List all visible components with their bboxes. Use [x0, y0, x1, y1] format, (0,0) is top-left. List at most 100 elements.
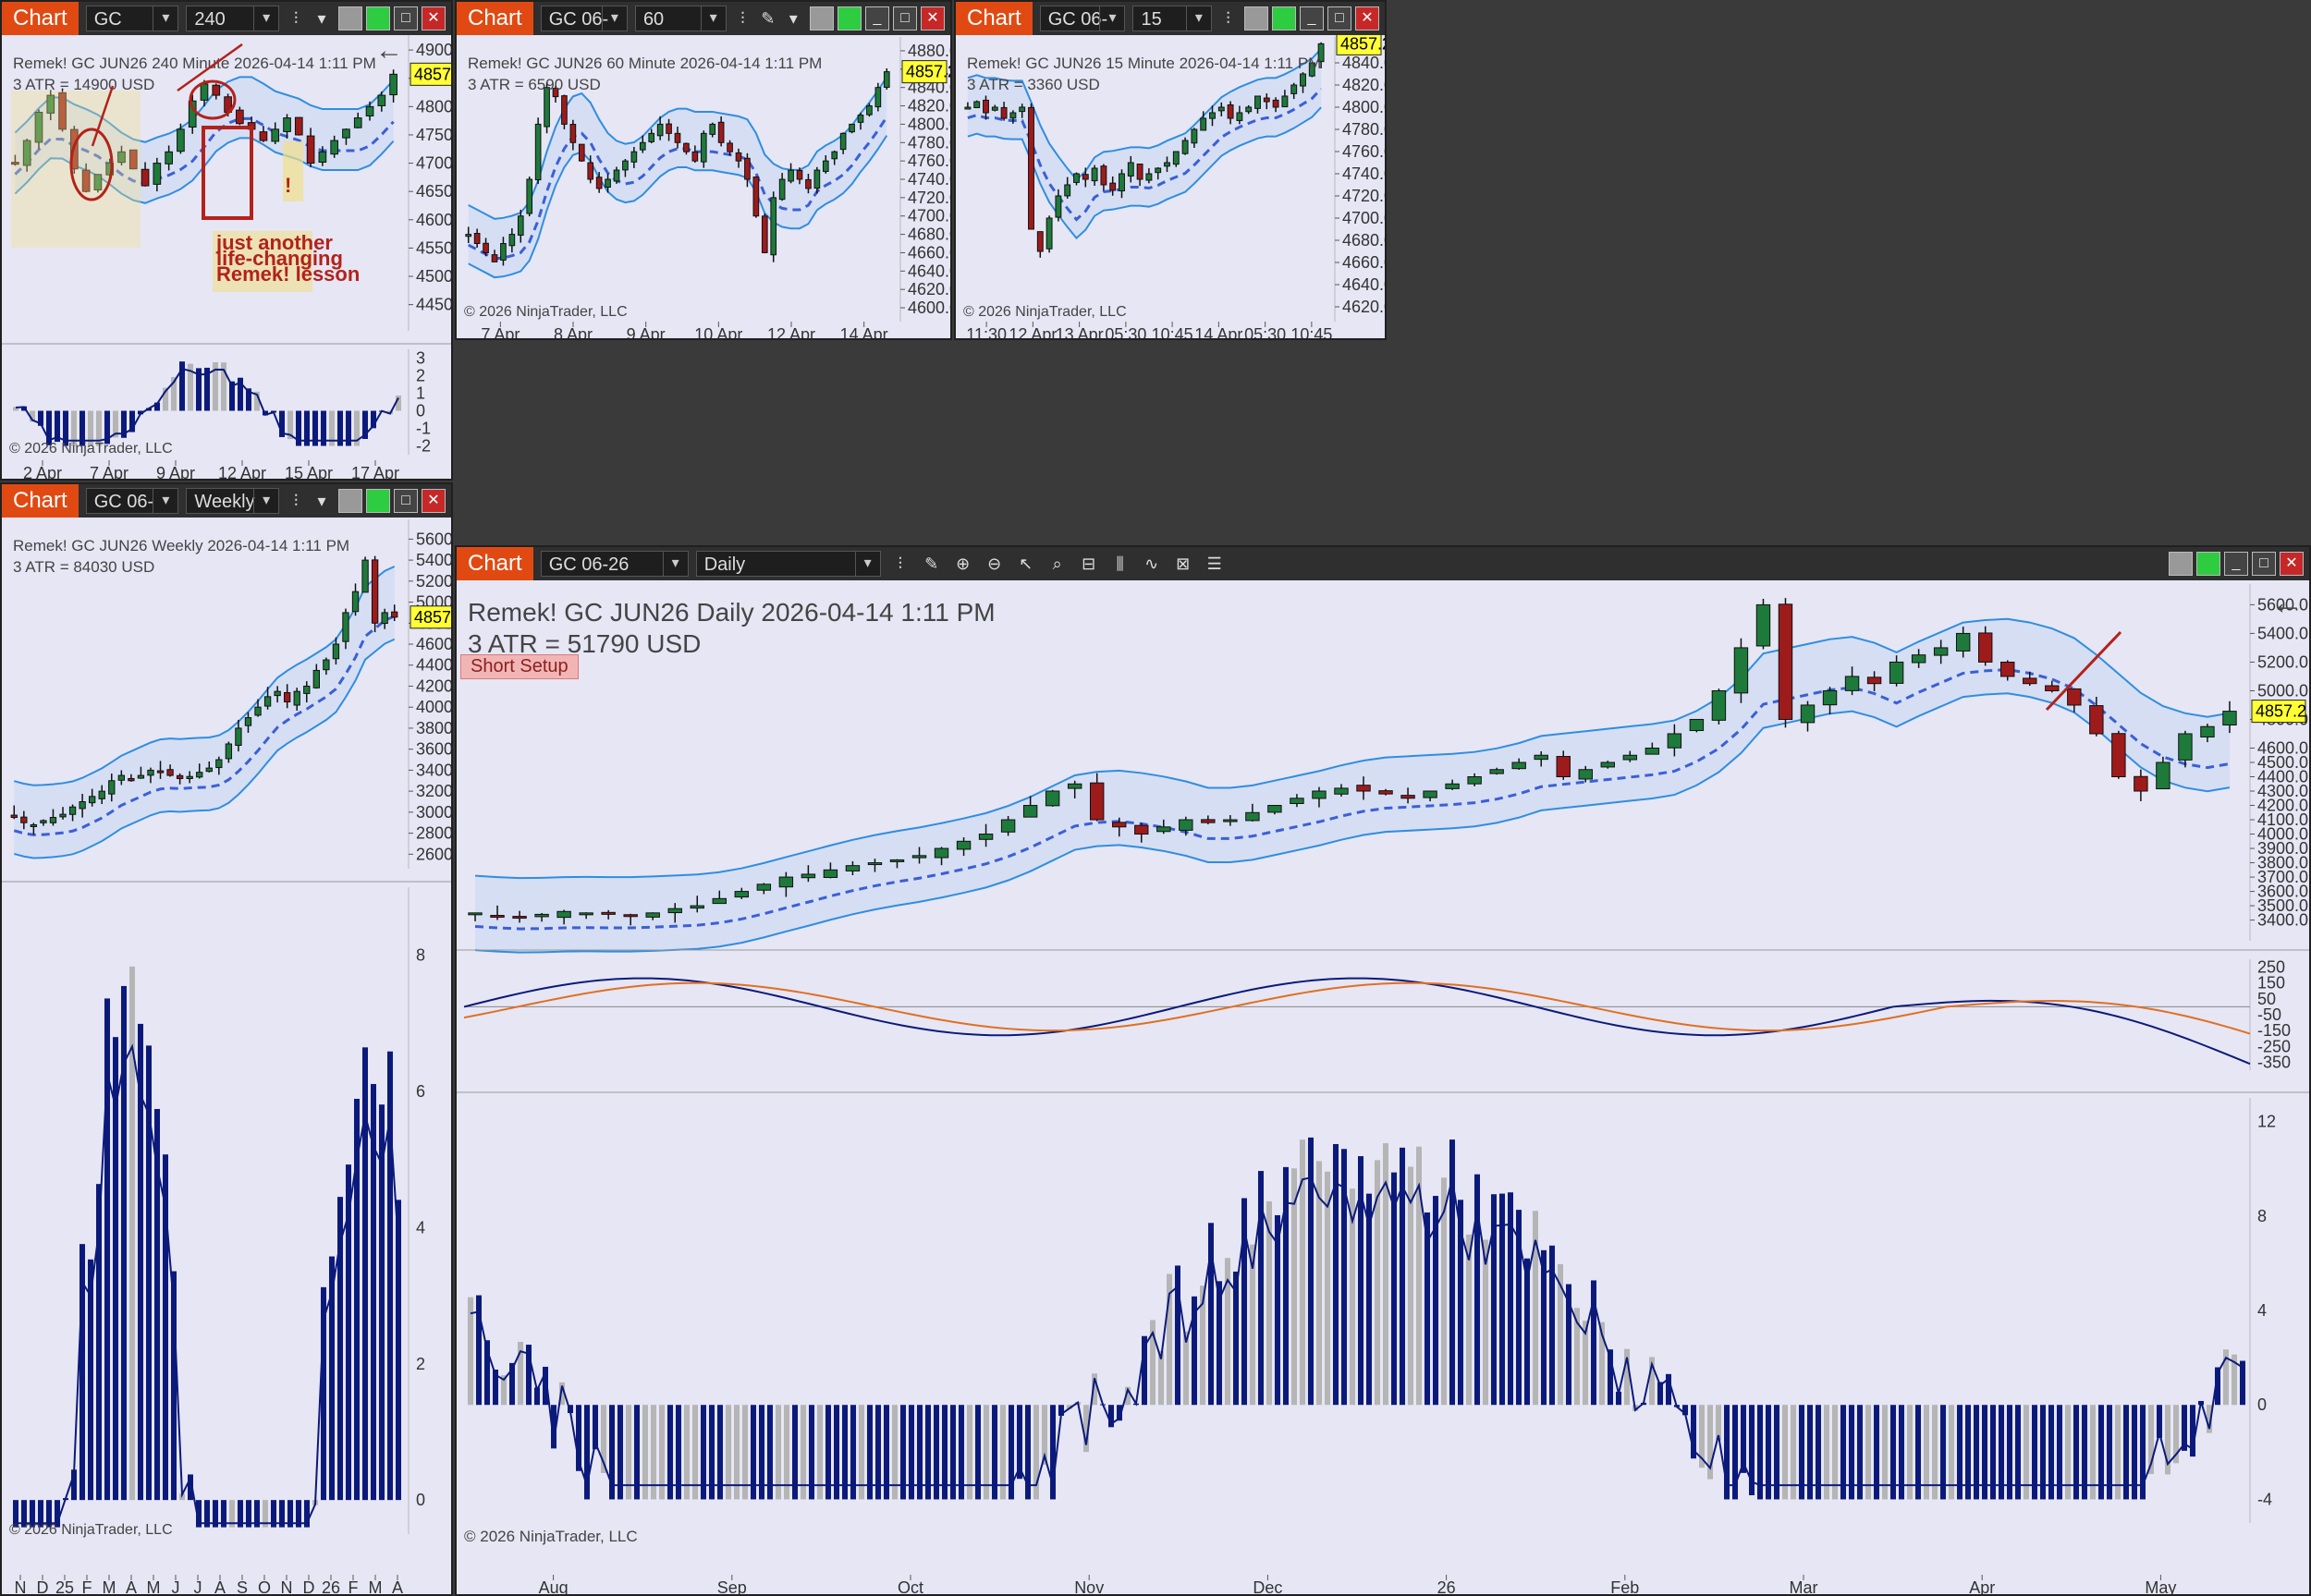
chart-tab[interactable]: Chart	[457, 2, 533, 35]
chevron-down-icon[interactable]: ▾	[789, 9, 798, 28]
properties-icon[interactable]: ⊠	[1176, 554, 1191, 573]
chevron-down-icon[interactable]: ▾	[153, 489, 177, 513]
osc-tick-label: 3	[416, 349, 425, 368]
maximize-icon[interactable]: □	[394, 489, 418, 513]
maximize-icon[interactable]: □	[893, 6, 917, 30]
instrument-selector[interactable]: GC JUN26▾	[85, 6, 179, 55]
chevron-down-icon[interactable]: ▾	[1099, 6, 1124, 30]
candle-body	[212, 84, 221, 96]
close-icon[interactable]: ✕	[1355, 6, 1379, 30]
chevron-down-icon[interactable]: ▾	[317, 9, 326, 28]
chart-window-weekly[interactable]: Chart GC 06-26▾ Weekly▾ ⫶ ▾ □ ✕ 5600.054…	[0, 482, 453, 1596]
chart-canvas[interactable]: 4840.0 4820.0 4800.0 4780.0 4760.0 4740.0 4720…	[956, 35, 1385, 338]
maximize-icon[interactable]: □	[394, 6, 418, 30]
chevron-down-icon[interactable]: ▾	[601, 6, 627, 30]
chart-tab[interactable]: Chart	[2, 484, 79, 518]
chevron-down-icon[interactable]: ▾	[253, 6, 278, 30]
link-color-icon[interactable]	[1272, 6, 1296, 30]
chart-tab[interactable]: Chart	[2, 2, 79, 35]
y-tick-label: 4200.0	[416, 676, 451, 695]
zoom-out-icon[interactable]: ⊖	[987, 554, 1002, 573]
trend-midline	[13, 615, 396, 836]
chart-canvas[interactable]: 5600.05400.05200.05000.04800.04600.04400…	[2, 518, 451, 1594]
chart-canvas[interactable]: 5600.05400.05200.05000.04800.04600.04500…	[457, 580, 2309, 1594]
chart-tab[interactable]: Chart	[457, 547, 533, 580]
histogram-bar	[312, 410, 318, 446]
short-setup-badge[interactable]: Short Setup	[460, 654, 579, 679]
instrument-selector[interactable]: GC 06-26▾	[85, 488, 179, 538]
instrument-selector[interactable]: GC 06-26▾	[540, 551, 689, 577]
indicators-icon[interactable]: ⫼	[1116, 554, 1124, 573]
data-box-icon[interactable]: ⌕	[1052, 554, 1062, 573]
candle-body	[579, 912, 593, 916]
window-controls: □ ✕	[338, 6, 446, 30]
drawing-tool-icon[interactable]: ✎	[761, 9, 776, 28]
chevron-down-icon[interactable]: ▾	[854, 552, 880, 576]
link-icon[interactable]	[338, 6, 362, 30]
bar-type-icon[interactable]: ⫶	[740, 9, 745, 28]
link-color-icon[interactable]	[2196, 552, 2220, 576]
link-color-icon[interactable]	[366, 6, 390, 30]
exclaim-bg	[283, 141, 303, 201]
chart-plot-area[interactable]: 4880.04860.04840.04820.04800.04780.04760…	[457, 35, 950, 338]
pointer-icon[interactable]: ↖	[1019, 554, 1033, 573]
interval-selector[interactable]: 60 Minute▾	[634, 6, 727, 55]
maximize-icon[interactable]: □	[2252, 552, 2276, 576]
chevron-down-icon[interactable]: ▾	[1185, 6, 1211, 30]
interval-selector[interactable]: 240 Minute▾	[186, 6, 280, 55]
chart-plot-area[interactable]: 4900.04850.04800.04750.04700.04650.04600…	[2, 35, 451, 479]
chevron-down-icon[interactable]: ▾	[153, 6, 177, 30]
close-icon[interactable]: ✕	[2280, 552, 2304, 576]
link-icon[interactable]	[2169, 552, 2193, 576]
histogram-bar	[1350, 1188, 1355, 1406]
templates-icon[interactable]: ⊟	[1082, 554, 1096, 573]
bar-type-icon[interactable]: ⫶	[898, 554, 902, 573]
chart-canvas[interactable]: 4900.04850.04800.04750.04700.04650.04600…	[2, 35, 451, 479]
bar-type-icon[interactable]: ⫶	[293, 9, 299, 28]
chart-canvas[interactable]: 4880.04860.04840.04820.04800.04780.04760…	[457, 35, 950, 338]
strategies-icon[interactable]: ∿	[1144, 554, 1159, 573]
instrument-selector[interactable]: GC 06-26▾	[540, 6, 628, 55]
histogram-bar	[1050, 1405, 1056, 1500]
chart-window-240min[interactable]: Chart GC JUN26▾ 240 Minute▾ ⫶ ▾ □ ✕ 4900…	[0, 0, 453, 481]
candle-body	[1223, 819, 1238, 822]
interval-selector[interactable]: Daily ▾	[695, 551, 881, 577]
close-icon[interactable]: ✕	[422, 6, 446, 30]
link-icon[interactable]	[810, 6, 834, 30]
drawing-tool-icon[interactable]: ✎	[924, 554, 939, 573]
chart-window-60min[interactable]: Chart GC 06-26▾ 60 Minute▾ ⫶ ✎ ▾ _ □ ✕ 4…	[455, 0, 952, 340]
minimize-icon[interactable]: _	[865, 6, 889, 30]
histogram-bar	[518, 1341, 523, 1406]
chevron-down-icon[interactable]: ▾	[662, 552, 688, 576]
chevron-down-icon[interactable]: ▾	[700, 6, 726, 30]
histogram-bar	[543, 1366, 548, 1406]
minimize-icon[interactable]: _	[1300, 6, 1324, 30]
histogram-bar	[96, 410, 102, 446]
close-icon[interactable]: ✕	[921, 6, 945, 30]
link-color-icon[interactable]	[366, 489, 390, 513]
maximize-icon[interactable]: □	[1327, 6, 1351, 30]
chart-plot-area[interactable]: 4840.0 4820.0 4800.0 4780.0 4760.0 4740.0 4720…	[956, 35, 1385, 338]
list-icon[interactable]: ☰	[1206, 554, 1222, 573]
zoom-in-icon[interactable]: ⊕	[956, 554, 971, 573]
interval-selector[interactable]: 15 Minute▾	[1132, 6, 1212, 55]
chart-tab[interactable]: Chart	[956, 2, 1033, 35]
instrument-selector[interactable]: GC 06-26▾	[1039, 6, 1126, 55]
minimize-icon[interactable]: _	[2224, 552, 2248, 576]
link-icon[interactable]	[1244, 6, 1268, 30]
bar-type-icon[interactable]: ⫶	[293, 492, 299, 510]
chevron-down-icon[interactable]: ▾	[253, 489, 278, 513]
link-color-icon[interactable]	[838, 6, 862, 30]
chevron-down-icon[interactable]: ▾	[317, 492, 326, 510]
chart-plot-area[interactable]: 5600.05400.05200.05000.04800.04600.04400…	[2, 518, 451, 1594]
interval-selector[interactable]: Weekly ▾	[186, 488, 280, 514]
link-icon[interactable]	[338, 489, 362, 513]
bar-type-icon[interactable]: ⫶	[1226, 9, 1230, 28]
candle-body	[1217, 106, 1225, 112]
last-price-tag	[2251, 700, 2306, 724]
chart-plot-area[interactable]: 5600.05400.05200.05000.04800.04600.04500…	[457, 580, 2309, 1594]
chart-window-daily[interactable]: Chart GC 06-26 ▾ Daily ▾ ⫶ ✎ ⊕ ⊖ ↖ ⌕ ⊟ ⫼ ∿…	[455, 545, 2311, 1596]
interval-label: Daily	[703, 554, 746, 575]
chart-window-15min[interactable]: Chart GC 06-26▾ 15 Minute▾ ⫶ _ □ ✕ 4840.…	[954, 0, 1387, 340]
close-icon[interactable]: ✕	[422, 489, 446, 513]
